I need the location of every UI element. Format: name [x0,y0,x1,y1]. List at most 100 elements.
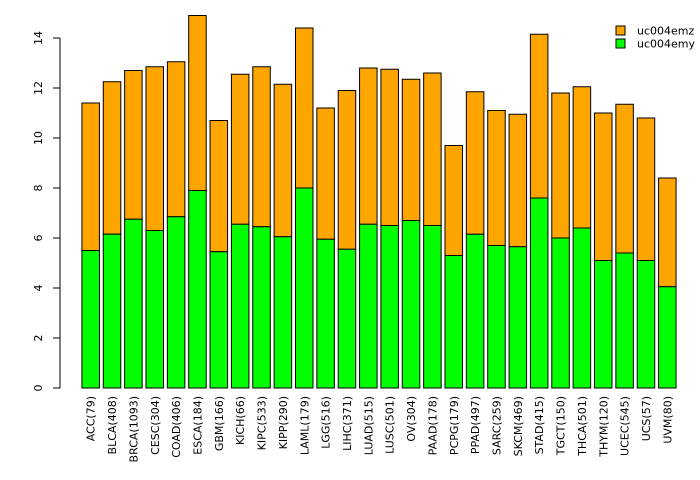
bar-uc004emz [188,15,207,191]
bar-uc004emy [188,190,207,389]
y-tick-label: 12 [32,81,45,95]
y-tick-label: 2 [32,335,45,342]
bar-uc004emy [551,237,570,389]
bar-uc004emz [615,103,634,254]
bar-uc004emy [636,260,656,389]
x-tick-label: LGG(516) [320,396,333,449]
x-tick-label: TGCT(150) [555,396,568,456]
x-tick-label: PPAD(497) [469,396,482,454]
y-tick-label: 4 [32,285,45,292]
bar-uc004emy [658,286,677,389]
legend-label-uc004emy: uc004emy [637,38,695,51]
bar-uc004emy [294,187,314,389]
bar-uc004emz [102,81,122,235]
y-tick-label: 8 [32,185,45,192]
x-tick-label: LIHC(371) [341,396,354,451]
x-tick-label: OV(304) [405,396,418,442]
x-tick-label: THYM(120) [597,396,610,458]
bar-uc004emy [81,250,100,389]
bar-uc004emz [359,67,378,225]
bar-uc004emy [230,223,250,389]
bar-uc004emy [145,230,165,389]
bar-uc004emy [209,251,229,389]
bar-uc004emy [529,197,549,389]
bar-uc004emz [487,110,506,246]
bar-uc004emy [615,252,634,389]
bar-uc004emz [316,107,335,240]
bar-uc004emz [572,86,592,229]
y-tick-label: 6 [32,235,45,242]
x-tick-label: LAML(179) [298,396,311,455]
bar-uc004emz [337,90,357,250]
bar-uc004emy [316,238,335,389]
x-tick-label: BRCA(1093) [127,396,140,462]
bar-uc004emy [380,225,399,389]
bar-uc004emz [166,61,186,218]
bar-uc004emz [508,113,528,248]
bar-uc004emz [209,120,229,253]
bar-uc004emz [444,145,463,256]
bar-uc004emz [551,92,570,239]
bar-uc004emz [529,33,549,199]
x-tick-label: UCEC(545) [619,396,632,456]
x-tick-label: BLCA(408) [106,396,119,454]
x-tick-label: SARC(259) [490,396,503,455]
bar-uc004emz [401,78,421,221]
bar-uc004emy [423,225,442,389]
y-tick-label: 10 [32,131,45,145]
x-tick-label: PCPG(179) [448,396,461,455]
x-tick-label: LUSC(501) [384,396,397,454]
x-tick-label: KIPC(533) [256,396,269,450]
bar-uc004emy [359,223,378,389]
x-tick-label: STAD(415) [533,396,546,454]
bar-uc004emz [145,66,165,231]
y-tick-label: 0 [32,385,45,392]
bar-uc004emy [401,220,421,389]
bar-uc004emy [166,216,186,389]
bars-layer [81,15,677,389]
x-tick-label: COAD(406) [170,396,183,458]
y-tick-label: 14 [32,31,45,45]
bar-uc004emz [465,91,485,235]
bar-uc004emz [636,117,656,261]
x-tick-label: KIPP(290) [277,396,290,449]
bar-uc004emz [81,102,100,251]
bar-uc004emz [294,27,314,189]
x-tick-label: UVM(80) [661,396,674,444]
x-tick-label: KICH(66) [234,396,247,445]
x-tick-label: PAAD(178) [426,396,439,455]
x-tick-label: LUAD(515) [362,396,375,455]
bar-uc004emy [124,218,143,389]
bar-uc004emz [380,68,399,226]
x-axis-labels: ACC(79) BLCA(408) BRCA(1093) CESC(304) COAD(… [85,396,675,462]
bar-uc004emz [124,70,143,220]
x-tick-label: GBM(166) [213,396,226,451]
bar-uc004emz [252,66,271,228]
bar-uc004emy [252,226,271,389]
bar-uc004emz [423,72,442,226]
legend-swatch-uc004emy [615,38,626,49]
x-tick-label: SKCM(469) [512,396,525,456]
y-axis: 0 2 4 6 8 10 12 14 [32,31,61,392]
bar-uc004emy [465,233,485,389]
bar-uc004emz [593,112,613,261]
x-tick-label: CESC(304) [149,396,162,455]
x-tick-label: ACC(79) [85,396,98,441]
bar-uc004emy [273,236,293,389]
bar-uc004emy [508,246,528,389]
x-tick-label: ESCA(184) [191,396,204,455]
bar-uc004emy [444,255,463,389]
bar-uc004emz [658,177,677,288]
bar-uc004emy [572,227,592,389]
bar-uc004emy [102,233,122,389]
x-tick-label: UCS(57) [640,396,653,441]
legend-label-uc004emz: uc004emz [637,25,694,38]
legend-swatch-uc004emz [615,25,626,36]
bar-uc004emz [273,83,293,238]
x-tick-label: THCA(501) [576,396,589,457]
bar-uc004emy [487,245,506,389]
bar-uc004emz [230,73,250,225]
